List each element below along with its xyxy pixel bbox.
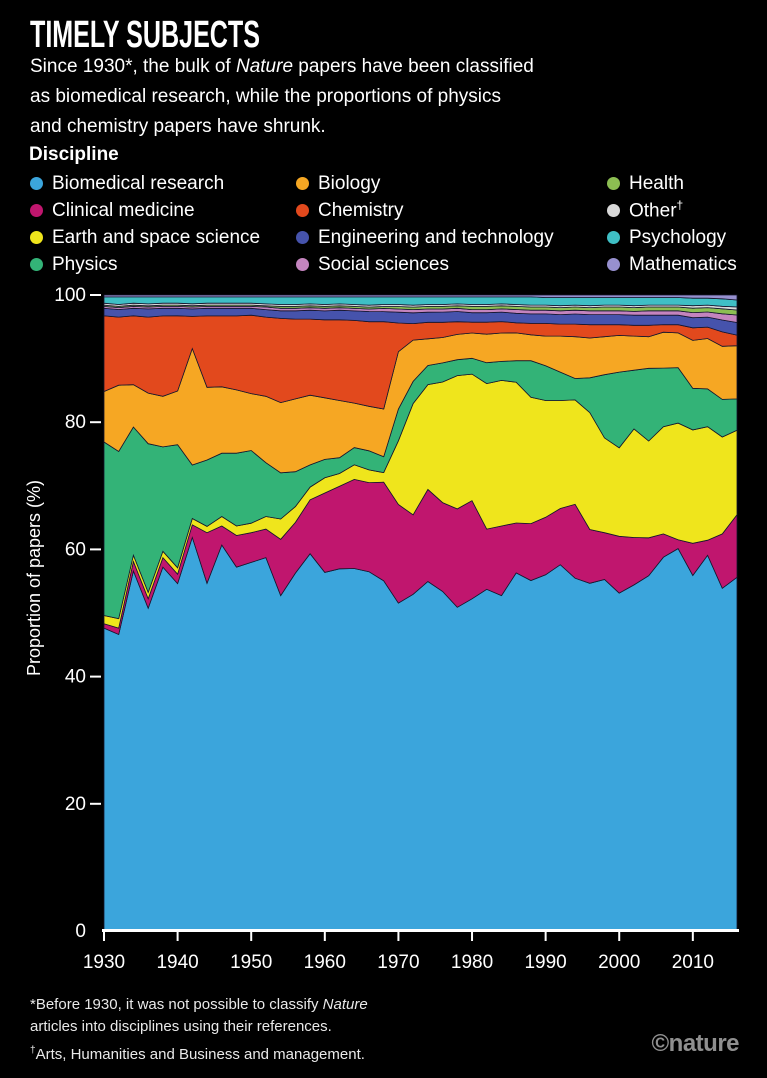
y-axis-label: Proportion of papers (%) [24,480,44,676]
legend-item-physics: Physics [30,251,296,278]
dagger-symbol: † [30,1045,36,1056]
nature-logo: ©nature [651,1030,739,1057]
legend-dot-physics [30,258,43,271]
legend-dot-health [607,177,620,190]
legend-label: Engineering and technology [318,226,554,248]
subtitle: Since 1930*, the bulk of Nature papers h… [30,52,534,142]
chart-axes: 1930 1940 1950 1960 1970 1980 1990 2000 2010 0 20 4… [54,285,739,973]
x-tick-label-2010: 2010 [672,952,714,973]
footnote-asterisk-line-1: *Before 1930, it was not possible to cla… [30,996,368,1013]
subtitle-line-1: Since 1930*, the bulk of Nature papers h… [30,56,534,77]
y-tick-label-60: 60 [65,539,86,560]
legend-label: Biology [318,172,381,194]
x-tick-label-1990: 1990 [524,952,566,973]
footnote-asterisk: *Before 1930, it was not possible to cla… [30,994,368,1038]
legend-dot-biomedical-research [30,177,43,190]
legend-dot-social-sciences [296,258,309,271]
legend-dot-mathematics [607,258,620,271]
x-tick-label-1950: 1950 [230,952,272,973]
x-tick-label-2000: 2000 [598,952,640,973]
legend-label: Social sciences [318,253,449,275]
legend-label: Other† [629,198,684,222]
y-tick-label-20: 20 [65,794,86,815]
subtitle-line-3: and chemistry papers have shrunk. [30,116,326,137]
footnote-asterisk-line-2: articles into disciplines using their re… [30,1018,332,1035]
legend-item-engineering-and-technology: Engineering and technology [296,224,607,251]
legend-label: Biomedical research [52,172,225,194]
legend-dot-earth-and-space-science [30,231,43,244]
legend-dot-other [607,204,620,217]
legend-dot-clinical-medicine [30,204,43,217]
legend: Biomedical research Clinical medicine Eart… [30,170,737,278]
x-tick-label-1980: 1980 [451,952,493,973]
legend-dot-biology [296,177,309,190]
y-tick-label-100: 100 [54,285,86,306]
legend-item-mathematics: Mathematics [607,251,737,278]
legend-label: Psychology [629,226,727,248]
legend-item-other: Other† [607,197,737,224]
subtitle-line-2: as biomedical research, while the propor… [30,86,502,107]
legend-item-clinical-medicine: Clinical medicine [30,197,296,224]
legend-label: Physics [52,253,118,275]
y-tick-label-0: 0 [75,921,86,942]
page-title: TIMELY SUBJECTS [30,14,260,56]
x-tick-label-1930: 1930 [83,952,125,973]
area-biomedical-research [103,536,738,932]
legend-label: Chemistry [318,199,404,221]
chart-areas [103,294,738,932]
legend-label: Earth and space science [52,226,261,248]
y-tick-label-40: 40 [65,667,86,688]
legend-item-earth-and-space-science: Earth and space science [30,224,296,251]
x-axis-baseline [102,929,739,932]
legend-item-chemistry: Chemistry [296,197,607,224]
legend-item-biomedical-research: Biomedical research [30,170,296,197]
x-tick-label-1970: 1970 [377,952,419,973]
legend-item-biology: Biology [296,170,607,197]
x-tick-label-1960: 1960 [304,952,346,973]
footnote-dagger: †Arts, Humanities and Business and manag… [30,1045,365,1063]
legend-dot-chemistry [296,204,309,217]
y-tick-label-80: 80 [65,412,86,433]
area-mathematics [103,294,738,301]
legend-item-health: Health [607,170,737,197]
legend-dot-engineering-and-technology [296,231,309,244]
legend-dot-psychology [607,231,620,244]
legend-label: Mathematics [629,253,737,275]
x-tick-label-1940: 1940 [156,952,198,973]
legend-item-social-sciences: Social sciences [296,251,607,278]
legend-label: Health [629,172,684,194]
legend-title: Discipline [29,144,119,165]
legend-item-psychology: Psychology [607,224,737,251]
legend-label: Clinical medicine [52,199,195,221]
